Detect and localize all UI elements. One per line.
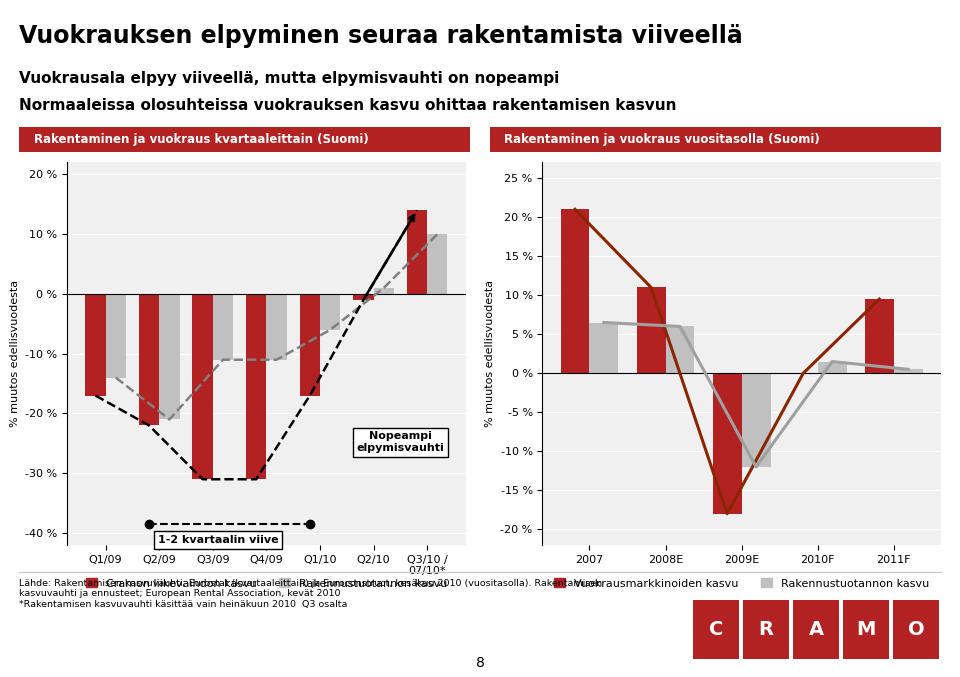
Text: 1-2 kvartaalin viive: 1-2 kvartaalin viive [157, 535, 278, 545]
Bar [320, 294, 341, 330]
Text: Lähde: Rakentamisen kasvuvauhti; Eurostat (kvartaaleittain) ja Euroconstruct, ke: Lähde: Rakentamisen kasvuvauhti; Eurosta… [19, 579, 602, 609]
Y-axis label: % muutos edellisvuodesta: % muutos edellisvuodesta [485, 280, 494, 427]
Text: 8: 8 [475, 656, 485, 670]
Bar [353, 294, 373, 300]
Text: M: M [856, 620, 876, 639]
Text: Vuokrauksen elpyminen seuraa rakentamista viiveellä: Vuokrauksen elpyminen seuraa rakentamist… [19, 24, 743, 47]
Bar [192, 294, 213, 479]
Bar [693, 600, 739, 659]
Legend: Cramon liikevaihdon kasvu, Rakennustuotannon kasvu: Cramon liikevaihdon kasvu, Rakennustuota… [82, 573, 451, 593]
Bar [407, 211, 427, 294]
Bar [793, 600, 839, 659]
Bar [636, 287, 665, 373]
Bar [373, 288, 394, 294]
Bar [589, 322, 618, 373]
Bar [159, 294, 180, 420]
Bar [561, 209, 589, 373]
Bar [300, 294, 320, 395]
Bar [427, 234, 447, 294]
Bar [266, 294, 287, 359]
Bar [85, 294, 106, 395]
Text: A: A [808, 620, 824, 639]
Text: O: O [907, 620, 924, 639]
Bar [712, 373, 741, 514]
Legend: Vuokrausmarkkinoiden kasvu, Rakennustuotannon kasvu: Vuokrausmarkkinoiden kasvu, Rakennustuot… [550, 573, 933, 593]
Text: Nopeampi
elpymisvauhti: Nopeampi elpymisvauhti [356, 431, 444, 453]
Bar [246, 294, 266, 479]
Bar [894, 370, 923, 373]
Text: C: C [709, 620, 723, 639]
Bar [741, 373, 771, 467]
Y-axis label: % muutos edellisvuodesta: % muutos edellisvuodesta [10, 280, 19, 427]
Bar [843, 600, 889, 659]
Bar [865, 299, 894, 373]
Text: Rakentaminen ja vuokraus kvartaaleittain (Suomi): Rakentaminen ja vuokraus kvartaaleittain… [34, 133, 369, 146]
Bar [818, 362, 847, 373]
Bar [139, 294, 159, 425]
Bar [743, 600, 789, 659]
Text: Rakentaminen ja vuokraus vuositasolla (Suomi): Rakentaminen ja vuokraus vuositasolla (S… [504, 133, 820, 146]
Bar [106, 294, 126, 378]
Text: Normaaleissa olosuhteissa vuokrauksen kasvu ohittaa rakentamisen kasvun: Normaaleissa olosuhteissa vuokrauksen ka… [19, 98, 677, 113]
Bar [665, 326, 694, 373]
Bar [213, 294, 233, 359]
Text: Vuokrausala elpyy viiveellä, mutta elpymisvauhti on nopeampi: Vuokrausala elpyy viiveellä, mutta elpym… [19, 71, 560, 86]
Text: R: R [758, 620, 774, 639]
Bar [893, 600, 939, 659]
